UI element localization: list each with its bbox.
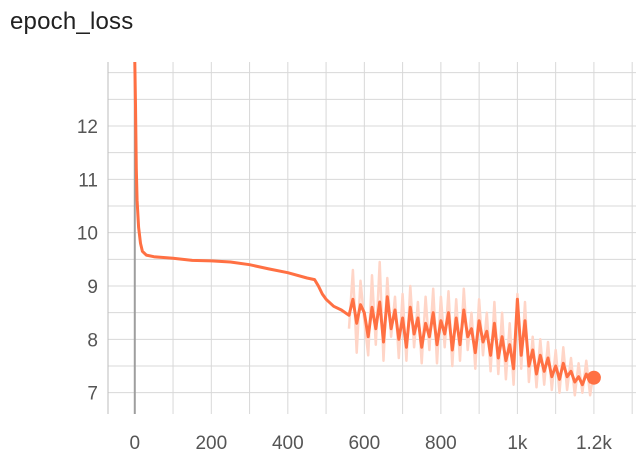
x-tick-label: 800 <box>425 433 457 454</box>
last-point-marker <box>586 370 601 385</box>
x-tick-label: 0 <box>129 433 140 454</box>
y-tick-label: 7 <box>87 384 98 405</box>
x-tick-label: 1k <box>507 433 528 454</box>
tick-labels: 7 8 9 10 11 12 0 200 400 600 800 1k 1.2k <box>77 117 613 454</box>
y-tick-label: 10 <box>77 224 98 245</box>
y-tick-label: 8 <box>87 330 98 351</box>
y-tick-label: 11 <box>78 170 98 191</box>
chart-title: epoch_loss <box>10 8 134 35</box>
smoothed-series <box>133 61 601 387</box>
x-tick-label: 600 <box>348 433 380 454</box>
smoothed-loss-line <box>133 61 596 387</box>
x-tick-label: 200 <box>195 433 227 454</box>
axes <box>107 62 136 414</box>
x-tick-label: 400 <box>272 433 304 454</box>
y-tick-label: 9 <box>87 277 98 298</box>
y-tick-label: 12 <box>77 117 98 138</box>
grid-lines <box>108 62 636 414</box>
x-tick-label: 1.2k <box>576 433 612 454</box>
